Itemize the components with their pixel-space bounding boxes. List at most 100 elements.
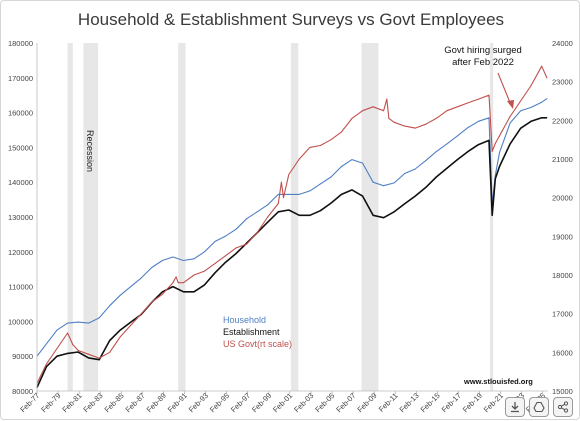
series-point-establishment-41 (467, 151, 469, 153)
left-tick-label-0: 180000 (8, 39, 33, 48)
series-point-establishment-42 (478, 144, 479, 146)
series-point-us-govt-rt-scale-9 (119, 336, 121, 338)
series-point-us-govt-rt-scale-51 (491, 150, 493, 152)
series-point-establishment-9 (130, 321, 132, 323)
series-lines (36, 65, 548, 388)
series-point-establishment-18 (225, 261, 227, 263)
series-point-us-govt-rt-scale-32 (319, 145, 321, 146)
x-tick-label-19: Feb-15 (419, 391, 442, 414)
series-point-household-4 (88, 322, 90, 324)
right-tick-label-6: 18000 (552, 271, 573, 280)
series-point-us-govt-rt-scale-40 (388, 117, 390, 119)
series-point-us-govt-rt-scale-30 (298, 158, 300, 160)
x-tick-label-17: Feb-11 (377, 391, 400, 414)
share-icon (557, 401, 569, 413)
series-point-household-39 (456, 135, 458, 137)
series-point-us-govt-rt-scale-52 (494, 143, 496, 144)
series-point-us-govt-rt-scale-48 (467, 102, 469, 104)
share-button[interactable] (553, 397, 573, 417)
series-point-us-govt-rt-scale-31 (309, 146, 311, 148)
series-point-establishment-17 (214, 272, 216, 274)
right-axis-ticks: 24000 23000 22000 21000 20000 19000 18000 17000… (552, 39, 573, 396)
series-point-us-govt-rt-scale-2 (56, 348, 58, 349)
series-point-household-28 (341, 166, 342, 167)
download-icon (511, 402, 519, 413)
series-point-household-44 (494, 174, 496, 176)
x-tick-label-3: Feb-83 (81, 391, 104, 414)
annotation-arrow-head (507, 100, 514, 109)
recession-band-5 (490, 43, 494, 391)
left-tick-label-6: 120000 (8, 248, 33, 257)
series-point-us-govt-rt-scale-14 (172, 282, 174, 284)
series-point-household-24 (298, 193, 300, 195)
right-tick-label-5: 19000 (552, 232, 573, 241)
right-tick-label-8: 16000 (552, 348, 573, 357)
series-point-household-11 (161, 260, 163, 261)
series-point-establishment-46 (499, 166, 500, 167)
left-tick-label-9: 90000 (12, 352, 33, 361)
series-point-us-govt-rt-scale-39 (386, 98, 388, 100)
series-point-establishment-8 (119, 329, 121, 331)
series-point-household-10 (151, 267, 153, 268)
series-point-household-7 (119, 294, 121, 296)
x-tick-label-11: Feb-99 (250, 391, 273, 414)
series-point-us-govt-rt-scale-58 (546, 77, 548, 79)
series-point-household-42 (488, 117, 490, 119)
series-point-establishment-30 (351, 189, 353, 191)
series-point-us-govt-rt-scale-38 (383, 110, 385, 112)
recession-band-2 (178, 43, 186, 391)
recession-band-1 (83, 43, 99, 391)
series-point-household-8 (130, 286, 132, 288)
series-point-establishment-7 (109, 340, 111, 341)
chart-title: Household & Establishment Surveys vs Gov… (78, 10, 504, 29)
series-point-household-21 (267, 204, 269, 206)
series-point-us-govt-rt-scale-18 (193, 274, 195, 276)
series-point-us-govt-rt-scale-12 (151, 301, 153, 303)
left-tick-label-3: 150000 (8, 143, 33, 152)
series-point-household-2 (67, 322, 69, 324)
series-point-household-6 (109, 305, 111, 307)
series-point-us-govt-rt-scale-42 (404, 125, 406, 127)
series-point-household-31 (372, 181, 374, 183)
series-point-household-20 (256, 211, 258, 213)
left-tick-label-4: 140000 (8, 178, 33, 187)
drive-button[interactable] (529, 397, 549, 417)
series-point-establishment-40 (456, 159, 458, 161)
series-point-establishment-15 (193, 291, 195, 293)
series-point-us-govt-rt-scale-41 (393, 121, 395, 123)
series-point-household-27 (330, 176, 332, 178)
right-tick-label-9: 15000 (552, 387, 573, 396)
series-point-us-govt-rt-scale-57 (541, 65, 543, 67)
series-line-establishment (36, 117, 547, 388)
series-point-household-18 (235, 228, 237, 230)
series-point-household-19 (246, 218, 248, 220)
series-point-establishment-45 (494, 178, 496, 180)
series-point-us-govt-rt-scale-6 (88, 353, 90, 355)
series-point-us-govt-rt-scale-45 (435, 117, 437, 119)
source-text: www.stlouisfed.org (463, 377, 533, 386)
series-point-us-govt-rt-scale-35 (351, 117, 353, 119)
series-point-household-34 (404, 173, 406, 174)
download-button[interactable] (505, 397, 525, 417)
x-tick-label-7: Feb-91 (166, 391, 189, 414)
series-point-establishment-19 (235, 253, 237, 254)
recession-label: Recession (85, 130, 95, 172)
series-point-establishment-6 (98, 359, 100, 361)
series-point-establishment-35 (404, 203, 406, 205)
series-point-establishment-2 (56, 355, 58, 357)
right-tick-label-2: 22000 (552, 116, 573, 125)
series-point-us-govt-rt-scale-56 (530, 85, 532, 86)
series-point-household-13 (183, 260, 184, 261)
series-point-us-govt-rt-scale-47 (456, 106, 458, 108)
series-point-establishment-26 (309, 214, 311, 216)
series-point-establishment-32 (372, 214, 374, 216)
right-tick-label-7: 17000 (552, 310, 573, 319)
series-point-household-46 (509, 122, 511, 124)
series-point-us-govt-rt-scale-22 (235, 247, 237, 249)
x-tick-label-16: Feb-09 (355, 391, 378, 414)
series-point-household-16 (214, 240, 216, 242)
series-point-establishment-23 (277, 211, 279, 213)
series-point-us-govt-rt-scale-55 (520, 100, 522, 102)
series-point-us-govt-rt-scale-34 (341, 131, 342, 133)
series-point-household-49 (541, 101, 543, 103)
